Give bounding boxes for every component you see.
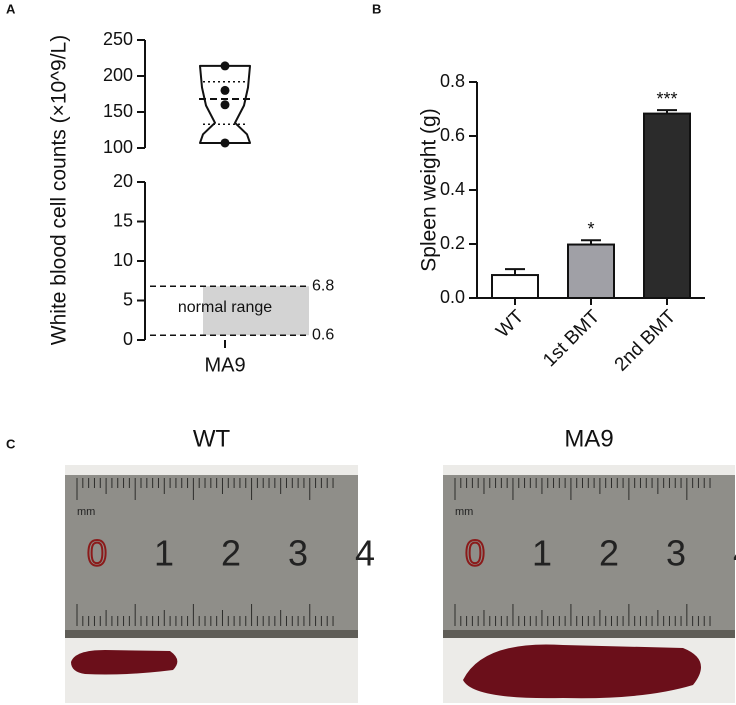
y-axis-label: White blood cell counts (×10^9/L) — [48, 35, 71, 345]
bar — [643, 112, 691, 299]
range-label: 6.8 — [312, 277, 334, 294]
y-tick-label: 0.4 — [440, 179, 465, 199]
y-tick-label: 0.6 — [440, 125, 465, 145]
spleen — [463, 644, 701, 699]
point — [220, 85, 230, 95]
panel-label: C — [6, 436, 16, 451]
bar — [491, 274, 539, 299]
ruler-number: 2 — [599, 533, 619, 574]
ruler-number: 1 — [154, 533, 174, 574]
violin — [199, 64, 251, 144]
y-tick-label: 0.0 — [440, 287, 465, 307]
range-label: 0.6 — [312, 326, 334, 343]
ruler-number: 4 — [355, 533, 375, 574]
ruler — [443, 475, 735, 630]
significance: *** — [656, 89, 677, 109]
y-tick-label: 100 — [103, 137, 133, 157]
panel-label: B — [372, 1, 381, 16]
point — [220, 61, 230, 71]
bar — [567, 243, 615, 299]
point — [220, 138, 230, 148]
y-tick-label: 0.8 — [440, 71, 465, 91]
photo-title: MA9 — [564, 425, 613, 452]
y-tick-label: 150 — [103, 101, 133, 121]
ruler-unit: mm — [455, 506, 473, 518]
ruler-shade — [65, 630, 358, 638]
panel-label: A — [6, 1, 16, 16]
significance: * — [587, 219, 594, 239]
ruler-number: 0 — [87, 533, 107, 574]
ruler-number: 4 — [733, 533, 736, 574]
y-tick-label: 15 — [113, 210, 133, 230]
photo-title: WT — [193, 425, 231, 452]
y-tick-label: 250 — [103, 29, 133, 49]
ruler-number: 3 — [288, 533, 308, 574]
ruler-number: 3 — [666, 533, 686, 574]
ruler-number: 1 — [532, 533, 552, 574]
x-tick-label: 1st BMT — [539, 306, 604, 371]
y-tick-label: 0 — [123, 329, 133, 349]
range-text: normal range — [178, 299, 272, 316]
spleen — [71, 650, 178, 675]
y-tick-label: 200 — [103, 65, 133, 85]
x-tick-label: WT — [492, 306, 528, 342]
ruler-number: 0 — [465, 533, 485, 574]
ruler-number: 2 — [221, 533, 241, 574]
y-tick-label: 20 — [113, 171, 133, 191]
x-tick-label: 2nd BMT — [611, 306, 681, 376]
ruler-unit: mm — [77, 506, 95, 518]
normal-range — [203, 286, 309, 336]
x-tick-label: MA9 — [204, 354, 245, 376]
ruler — [65, 475, 358, 630]
y-axis-label: Spleen weight (g) — [418, 108, 441, 271]
y-tick-label: 10 — [113, 250, 133, 270]
y-tick-label: 5 — [123, 289, 133, 309]
ruler-shade — [443, 630, 735, 638]
y-tick-label: 0.2 — [440, 233, 465, 253]
point — [220, 100, 230, 110]
